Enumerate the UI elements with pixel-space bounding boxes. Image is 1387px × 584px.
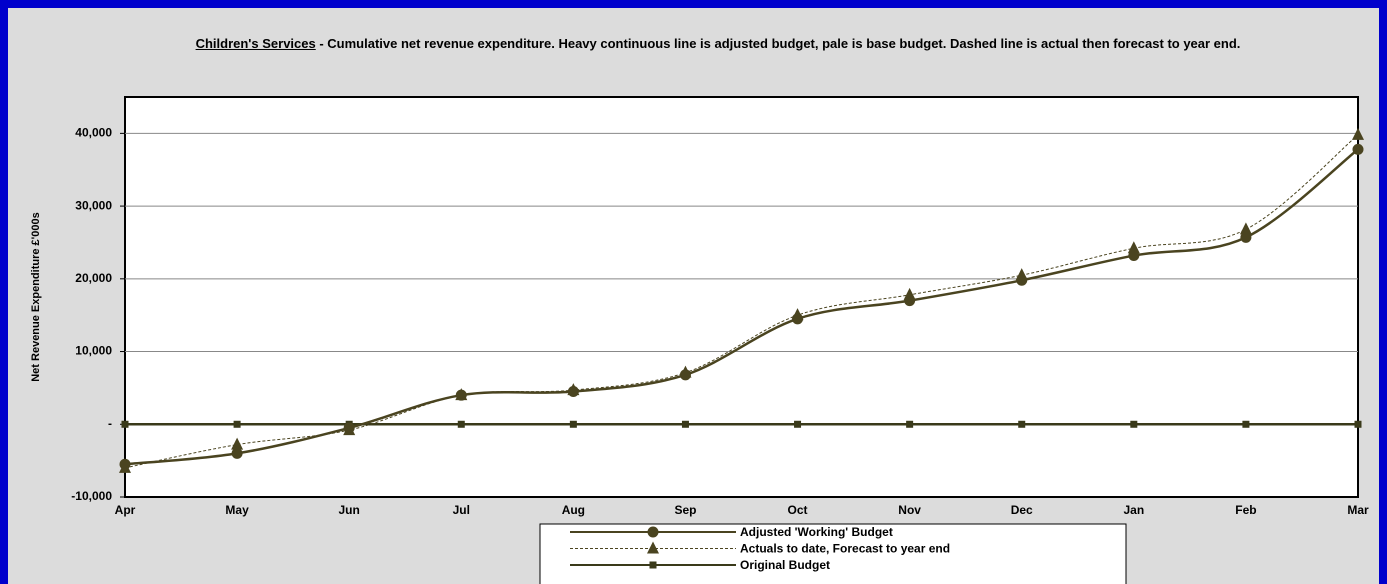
legend-label: Original Budget <box>740 558 830 572</box>
point <box>794 420 802 428</box>
x-tick-label: Jan <box>1123 503 1144 517</box>
plot-area <box>124 96 1359 498</box>
title-text: - Cumulative net revenue expenditure. He… <box>315 36 1241 51</box>
title-prefix: Children's Services <box>195 36 316 51</box>
point <box>791 308 804 321</box>
point <box>231 437 244 450</box>
x-tick-label: Jul <box>453 503 470 517</box>
point <box>1354 420 1362 428</box>
point <box>231 447 243 459</box>
x-tick-label: May <box>225 503 249 517</box>
y-tick-label: 30,000 <box>75 198 112 212</box>
point <box>455 388 468 401</box>
legend-label: Actuals to date, Forecast to year end <box>740 542 950 556</box>
point <box>681 420 689 428</box>
point <box>1127 241 1140 254</box>
series-line <box>124 148 1359 466</box>
point <box>906 420 914 428</box>
point <box>903 287 916 300</box>
x-tick-label: Nov <box>898 503 921 517</box>
chart: Net Revenue Expenditure £'000s -10,000-1… <box>30 96 1369 584</box>
chart-frame: Children's Services - Cumulative net rev… <box>8 8 1379 584</box>
legend-box <box>539 523 1127 584</box>
y-tick-label: 20,000 <box>75 271 112 285</box>
x-tick-label: Aug <box>562 503 585 517</box>
point <box>121 420 129 428</box>
point <box>1239 222 1252 235</box>
y-tick-label: 40,000 <box>75 126 112 140</box>
point <box>343 423 356 436</box>
x-tick-label: Feb <box>1235 503 1256 517</box>
point <box>567 383 580 396</box>
x-tick-label: Sep <box>674 503 696 517</box>
legend-label: Adjusted 'Working' Budget <box>740 525 893 539</box>
legend-marker <box>647 526 659 538</box>
y-tick-label: - <box>108 416 112 430</box>
y-axis-label: Net Revenue Expenditure £'000s <box>30 212 42 382</box>
point <box>1018 420 1026 428</box>
point <box>1242 420 1250 428</box>
series-line <box>124 134 1359 469</box>
point <box>1240 231 1252 243</box>
y-tick-label: -10,000 <box>71 489 112 503</box>
point <box>457 420 465 428</box>
x-tick-label: Dec <box>1011 503 1033 517</box>
point <box>1130 420 1138 428</box>
legend-marker <box>649 561 657 569</box>
point <box>1352 127 1364 140</box>
y-tick-label: 10,000 <box>75 344 112 358</box>
point <box>119 460 131 473</box>
point <box>1015 268 1028 281</box>
point <box>569 420 577 428</box>
point <box>233 420 241 428</box>
x-tick-label: Apr <box>115 503 136 517</box>
legend-marker <box>647 541 659 554</box>
x-tick-label: Oct <box>788 503 808 517</box>
x-tick-label: Mar <box>1347 503 1369 517</box>
chart-title: Children's Services - Cumulative net rev… <box>158 35 1278 53</box>
x-tick-label: Jun <box>339 503 360 517</box>
point <box>1352 143 1364 155</box>
point <box>679 365 692 378</box>
